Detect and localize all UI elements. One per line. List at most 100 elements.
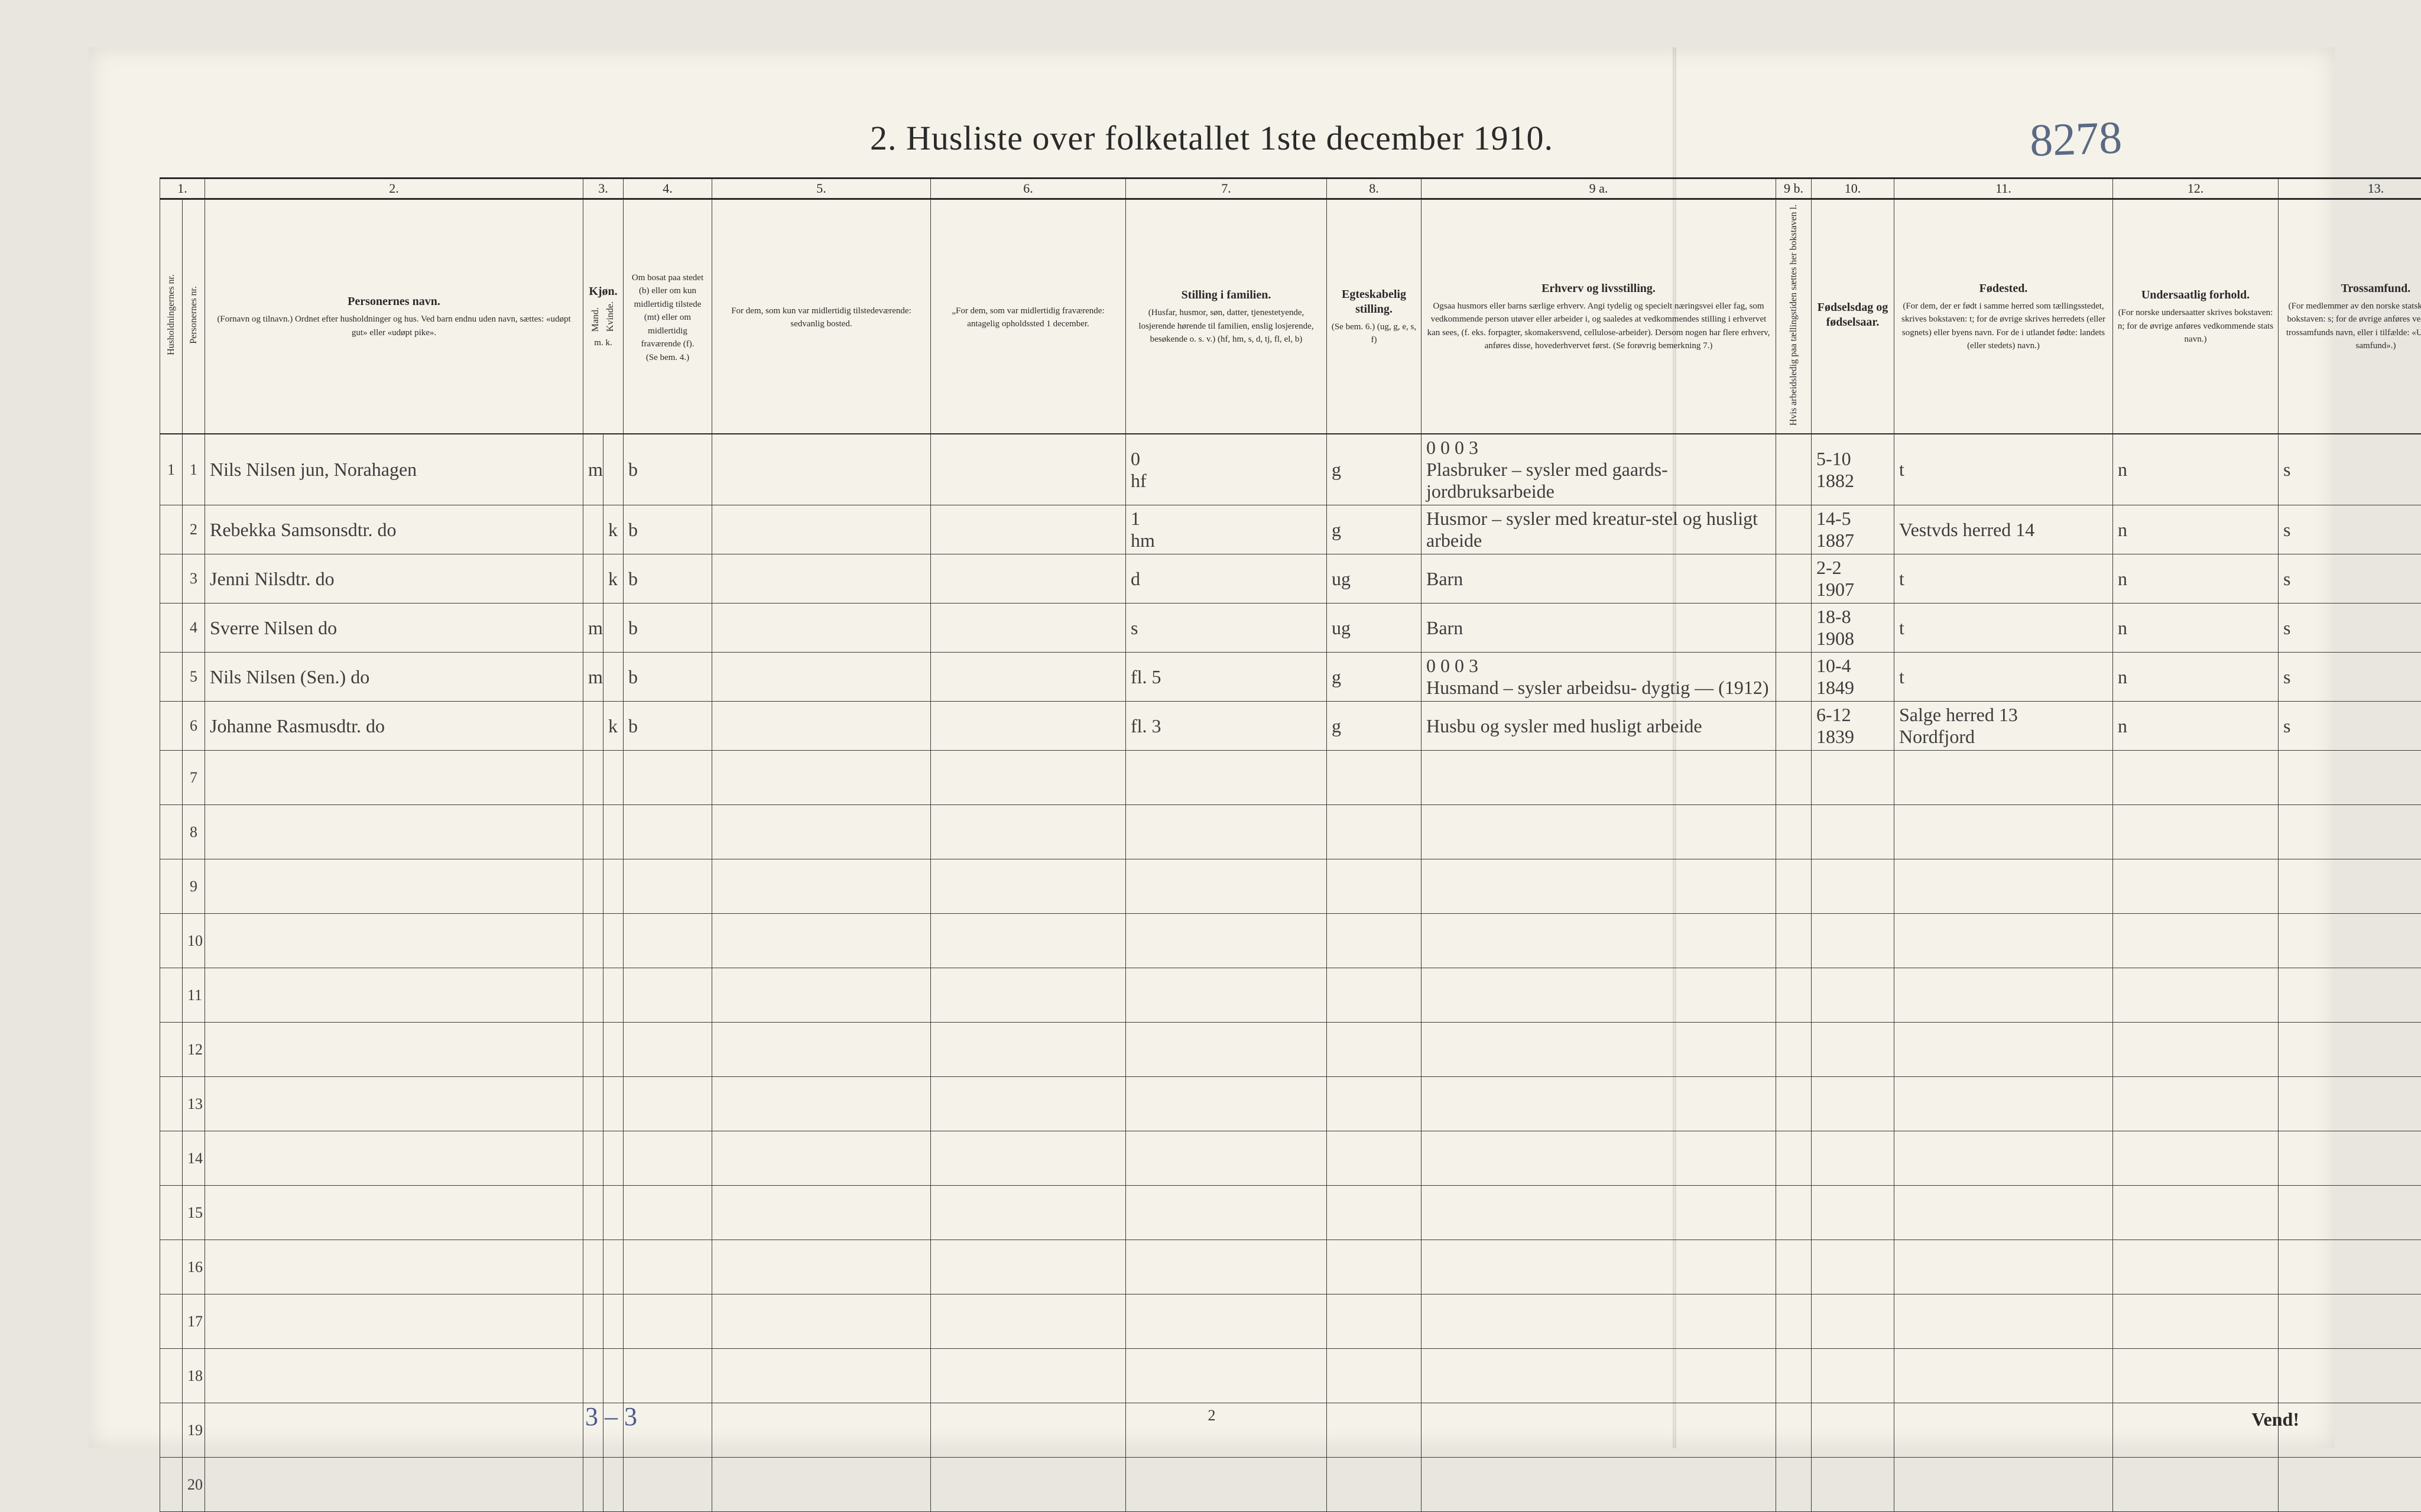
table-cell: 20 [183,1458,205,1512]
table-cell: k [603,702,624,751]
table-row-empty: 15 [160,1186,2421,1240]
table-cell [712,1186,931,1240]
table-cell [205,968,583,1023]
table-row: 5Nils Nilsen (Sen.) dombfl. 5g0 0 0 3 Hu… [160,653,2421,702]
table-cell [583,805,603,859]
table-cell [1894,805,2113,859]
table-cell [1327,968,1422,1023]
table-cell [205,914,583,968]
table-cell [205,1131,583,1186]
table-cell: Rebekka Samsonsdtr. do [205,505,583,554]
table-cell [624,1131,712,1186]
table-cell [1327,1458,1422,1512]
table-cell [1422,1077,1776,1131]
table-cell: ug [1327,554,1422,603]
table-cell: fl. 5 [1126,653,1327,702]
table-cell [583,1240,603,1294]
table-cell [624,1458,712,1512]
header-egteskab: Egteskabelig stilling. (Se bem. 6.) (ug,… [1327,199,1422,434]
table-cell [2113,914,2279,968]
colnum-1: 1. [160,179,205,199]
header-hh-nr: Husholdningernes nr. [160,199,183,434]
table-cell [931,1186,1126,1240]
table-cell [1126,968,1327,1023]
table-cell [2279,1458,2421,1512]
table-cell [2113,1131,2279,1186]
table-cell [160,1077,183,1131]
table-cell [603,434,624,505]
table-cell: 14-5 1887 [1812,505,1894,554]
table-cell [160,968,183,1023]
header-trossamfund: Trossamfund. (For medlemmer av den norsk… [2279,199,2421,434]
table-cell [2279,1240,2421,1294]
table-cell [712,1023,931,1077]
table-cell: n [2113,554,2279,603]
table-cell: 12 [183,1023,205,1077]
header-name: Personernes navn. (Fornavn og tilnavn.) … [205,199,583,434]
table-cell [1776,1077,1812,1131]
table-cell: Johanne Rasmusdtr. do [205,702,583,751]
table-cell [160,805,183,859]
document-page: 2. Husliste over folketallet 1ste decemb… [89,47,2335,1448]
table-cell: 7 [183,751,205,805]
table-cell [2279,1023,2421,1077]
table-cell: 5-10 1882 [1812,434,1894,505]
table-cell [1894,968,2113,1023]
table-cell [583,751,603,805]
footer-vend: Vend! [2251,1409,2299,1430]
table-cell [931,1349,1126,1403]
table-cell: s [2279,653,2421,702]
table-cell [931,1294,1126,1349]
table-cell [1812,914,1894,968]
table-cell [931,434,1126,505]
table-cell [603,751,624,805]
table-cell [712,653,931,702]
table-cell [583,1077,603,1131]
table-cell [1327,1294,1422,1349]
table-cell [624,859,712,914]
table-cell [2113,1023,2279,1077]
colnum-9b: 9 b. [1776,179,1812,199]
table-cell [160,505,183,554]
table-cell [1812,859,1894,914]
colnum-2: 2. [205,179,583,199]
table-cell [160,1240,183,1294]
footer-page-number: 2 [89,1407,2335,1425]
table-cell [603,1349,624,1403]
table-cell [1776,1023,1812,1077]
table-cell: 16 [183,1240,205,1294]
table-cell: Husmor – sysler med kreatur-stel og husl… [1422,505,1776,554]
table-cell: ug [1327,603,1422,653]
table-cell [160,702,183,751]
table-cell [1327,1186,1422,1240]
table-cell [1327,805,1422,859]
table-cell [205,805,583,859]
table-cell [712,554,931,603]
table-cell [2113,1077,2279,1131]
table-cell [583,1294,603,1349]
table-cell [160,554,183,603]
table-cell [1126,914,1327,968]
table-cell [1776,1240,1812,1294]
book-spine [1673,47,1676,1448]
table-cell [205,1458,583,1512]
table-row-empty: 20 [160,1458,2421,1512]
table-cell [624,1294,712,1349]
header-kjon: Kjøn. Mand. Kvinde. m. k. [583,199,624,434]
table-cell: 10 [183,914,205,968]
table-cell [583,505,603,554]
table-row-empty: 10 [160,914,2421,968]
table-cell [1422,1458,1776,1512]
table-cell: 9 [183,859,205,914]
table-cell: 6 [183,702,205,751]
table-cell [1812,1458,1894,1512]
table-row-empty: 11 [160,968,2421,1023]
table-cell [1422,1186,1776,1240]
table-cell [205,1349,583,1403]
colnum-7: 7. [1126,179,1327,199]
census-table-body: 11Nils Nilsen jun, Norahagenmb0 hfg0 0 0… [160,434,2421,1512]
table-cell: 4 [183,603,205,653]
table-cell [1894,1349,2113,1403]
table-cell: Nils Nilsen jun, Norahagen [205,434,583,505]
table-cell [1776,554,1812,603]
